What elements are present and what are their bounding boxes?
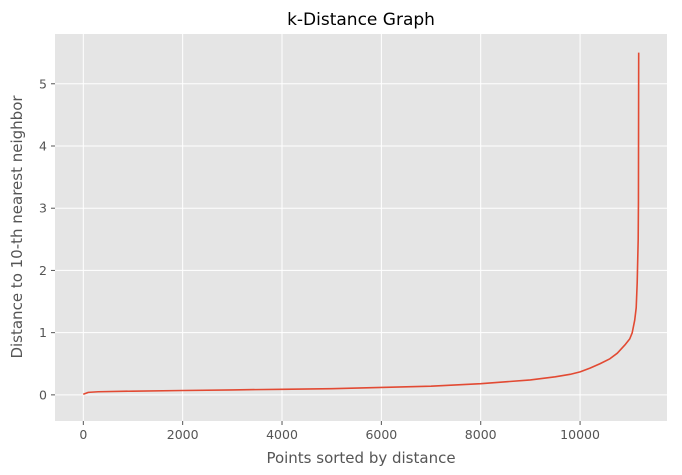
plot-area bbox=[55, 34, 667, 421]
x-tick-label: 8000 bbox=[465, 427, 497, 442]
chart-title: k-Distance Graph bbox=[287, 10, 435, 30]
y-axis-label: Distance to 10-th nearest neighbor bbox=[8, 95, 26, 359]
y-tick-label: 2 bbox=[39, 263, 47, 278]
x-tick-label: 10000 bbox=[560, 427, 600, 442]
series-layer bbox=[83, 52, 640, 395]
x-tick-label: 0 bbox=[79, 427, 87, 442]
x-tick-label: 6000 bbox=[365, 427, 397, 442]
k-distance-line bbox=[83, 52, 640, 395]
y-tick-label: 5 bbox=[39, 76, 47, 91]
y-tick-label: 1 bbox=[39, 325, 47, 340]
y-tick-label: 3 bbox=[39, 201, 47, 216]
x-axis-label: Points sorted by distance bbox=[266, 449, 455, 467]
x-tick-label: 2000 bbox=[167, 427, 199, 442]
y-tick-label: 0 bbox=[39, 387, 47, 402]
x-tick-label: 4000 bbox=[266, 427, 298, 442]
y-tick-label: 4 bbox=[39, 138, 47, 153]
ticks: 0 2000 4000 6000 8000 10000 0 1 2 3 4 5 bbox=[39, 76, 600, 442]
grid bbox=[55, 34, 667, 421]
